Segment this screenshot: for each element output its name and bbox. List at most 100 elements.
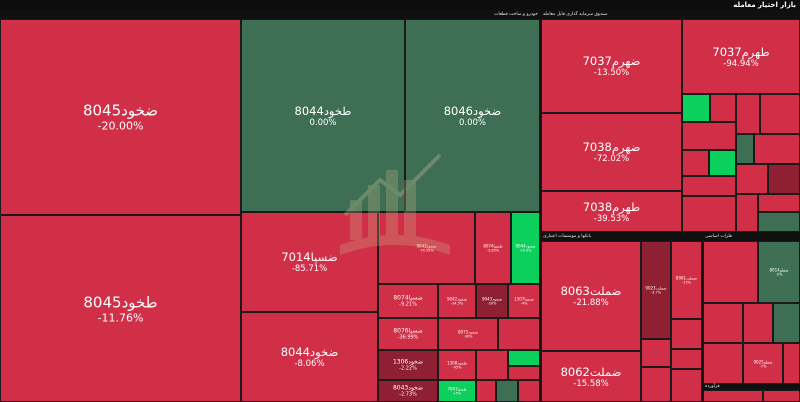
- cell-change: 0.00%: [458, 117, 486, 128]
- cell-symbol: ضملت8062: [560, 364, 622, 379]
- treemap-cell-small-b3[interactable]: [671, 349, 702, 369]
- treemap-cell-zsapa8074[interactable]: ضسپا8074 -9.21%: [378, 284, 438, 318]
- treemap-cell-small-f12[interactable]: [682, 176, 736, 196]
- treemap-cell-zkhod9044[interactable]: ضخود9044 +0.0%: [511, 212, 540, 284]
- treemap-cell-small-f5[interactable]: [682, 122, 736, 150]
- treemap-cell-tsapa8074[interactable]: طسپا8074 -3.85%: [475, 212, 511, 284]
- treemap-cell-zaflo9025[interactable]: ضفلو9025 -7%: [743, 343, 783, 384]
- treemap-cell-small-f2[interactable]: [710, 94, 736, 122]
- treemap-cell-zkhod8075[interactable]: ضخود8075 -30%: [438, 318, 498, 350]
- treemap-cell-small-f7[interactable]: [754, 134, 800, 164]
- treemap-cell-metal-6[interactable]: [783, 343, 800, 384]
- treemap-cell-small-b5[interactable]: [671, 369, 702, 402]
- treemap-cell-small-6[interactable]: [496, 380, 518, 402]
- treemap-cell-tahrom7038[interactable]: طهرم7038 -39.53%: [541, 191, 682, 232]
- treemap-cell-small-f9[interactable]: [709, 150, 736, 176]
- cell-symbol: طخود8044: [294, 103, 352, 118]
- treemap-cell-small-f1[interactable]: [682, 94, 710, 122]
- cell-change: +0.0%: [519, 248, 532, 253]
- cell-change: -34.5%: [450, 301, 464, 306]
- treemap-cell-small-5[interactable]: [476, 380, 496, 402]
- treemap-cell-zamelat8063[interactable]: ضملت8063 -21.88%: [541, 241, 641, 351]
- treemap-cell-zahrom7038[interactable]: ضهرم7038 -72.02%: [541, 113, 682, 191]
- treemap-cell-metal-5[interactable]: [703, 343, 743, 384]
- cell-symbol: ضخود1306: [392, 358, 424, 366]
- treemap-cell-zkhod9043[interactable]: ضخود9043 -70.59%: [378, 212, 475, 284]
- treemap-cell-zsapa7014[interactable]: ضسپا7014 -85.71%: [241, 212, 378, 312]
- treemap-cell-metal-2[interactable]: [703, 303, 743, 343]
- sector-insurance: فرآورده: [703, 384, 800, 402]
- sector-label-insurance: فرآورده: [705, 384, 720, 389]
- cell-change: -70.59%: [419, 248, 434, 253]
- treemap-cell-zkhod9043b[interactable]: ضخود9043 -20%: [476, 284, 508, 318]
- treemap-cell-small-b4[interactable]: [641, 367, 671, 402]
- treemap-cell-small-f8[interactable]: [682, 150, 709, 176]
- treemap-cell-zsapa8076[interactable]: ضسپا8076 -36.99%: [378, 318, 438, 350]
- treemap-cell-small-f10[interactable]: [736, 164, 768, 194]
- treemap-cell-small-f16[interactable]: [758, 212, 800, 232]
- cell-change: -15%: [681, 280, 692, 285]
- treemap-cell-small-2[interactable]: [476, 350, 508, 380]
- cell-symbol: طخود8045: [83, 293, 158, 311]
- treemap-cell-tkhod8045[interactable]: طخود8045 -11.76%: [0, 215, 241, 402]
- treemap-cell-ins-2[interactable]: [763, 390, 800, 402]
- cell-symbol: ضملت8063: [560, 284, 622, 298]
- treemap-cell-tkhod1308[interactable]: طخود1308 -45%: [438, 350, 476, 380]
- cell-change: -8.06%: [294, 359, 325, 369]
- treemap-cell-zkhod9042[interactable]: ضخود9042 -34.5%: [438, 284, 476, 318]
- sector-body-auto: ضخود8045 -20.00% طخود8045 -11.76% طخود8044…: [0, 19, 540, 402]
- treemap-cell-metal-4[interactable]: [773, 303, 800, 343]
- treemap-cell-small-f4[interactable]: [760, 94, 800, 134]
- treemap-cell-zkhod8046[interactable]: ضخود8046 0.00%: [405, 19, 540, 212]
- cell-change: -94.94%: [723, 58, 759, 69]
- treemap-cell-small-f13[interactable]: [682, 196, 736, 232]
- treemap-cell-small-3[interactable]: [508, 350, 540, 366]
- treemap-cell-small-f3[interactable]: [736, 94, 760, 134]
- treemap-cell-zamelat8062[interactable]: ضملت8062 -15.58%: [541, 351, 641, 402]
- cell-symbol: ضخود8075: [457, 329, 478, 335]
- cell-change: -11.76%: [97, 311, 144, 324]
- cell-symbol: طهرم7038: [582, 199, 641, 214]
- treemap-cell-tahrom7037[interactable]: طهرم7037 -94.94%: [682, 19, 800, 94]
- cell-symbol: ضخود8046: [443, 103, 502, 118]
- cell-symbol: ضسپا8074: [393, 294, 423, 302]
- sector-label-banks: بانکها و موسسات اعتباری: [543, 234, 592, 239]
- sector-auto: خودرو و ساخت قطعات ضخود8045 -20.00% طخود8…: [0, 10, 540, 402]
- treemap-cell-metal-3[interactable]: [743, 303, 773, 343]
- treemap-cell-zamelat9023[interactable]: ضملت9023 -3.7%: [641, 241, 671, 339]
- cell-symbol: ضخود8045: [82, 101, 159, 120]
- treemap-cell-tkhod8044[interactable]: طخود8044 0.00%: [241, 19, 405, 212]
- cell-symbol: طسپا8074: [483, 243, 503, 249]
- cell-change: -36.99%: [397, 334, 419, 341]
- treemap-cell-small-1[interactable]: [498, 318, 540, 350]
- treemap-cell-small-4[interactable]: [508, 366, 540, 380]
- cell-change: -20%: [487, 301, 497, 306]
- cell-change: -7%: [759, 364, 767, 368]
- treemap-cell-small-f6[interactable]: [736, 134, 754, 164]
- treemap-cell-small-f14[interactable]: [736, 194, 758, 232]
- treemap-cell-zkhod1306[interactable]: ضخود1306 -2.22%: [378, 350, 438, 380]
- app-title: بازار اختیار معامله: [733, 1, 796, 9]
- treemap-cell-small-f11[interactable]: [768, 164, 800, 194]
- cell-symbol: ضخود8044: [280, 345, 339, 359]
- treemap-cell-small-b1[interactable]: [671, 319, 702, 349]
- treemap-cell-small-7[interactable]: [518, 380, 540, 402]
- treemap-cell-small-b2[interactable]: [641, 339, 671, 367]
- cell-symbol: ضفلو8014: [769, 267, 789, 273]
- treemap-cell-zsapa1307[interactable]: ضسپا1307 -4%: [508, 284, 540, 318]
- treemap-cell-zaflo8014[interactable]: ضفلو8014 -5%: [758, 241, 800, 303]
- treemap-cell-small-f15[interactable]: [758, 194, 800, 212]
- treemap-cell-zkhod8043[interactable]: ضخود8043 -2.73%: [378, 380, 438, 402]
- cell-symbol: ضفلو9025: [753, 359, 773, 364]
- treemap-cell-zkhod8044[interactable]: ضخود8044 -8.06%: [241, 312, 378, 402]
- treemap-cell-tsapa7041[interactable]: طسپا7041 +5%: [438, 380, 476, 402]
- cell-symbol: ضسپا7014: [281, 250, 338, 264]
- treemap-cell-ins-1[interactable]: [703, 390, 763, 402]
- treemap-cell-zahrom7037[interactable]: ضهرم7037 -13.50%: [541, 19, 682, 113]
- cell-change: -4%: [520, 301, 528, 306]
- cell-change: -2.22%: [399, 365, 417, 372]
- treemap-cell-metal-1[interactable]: [703, 241, 758, 303]
- cell-change: -3.7%: [650, 290, 662, 295]
- treemap-cell-zamelat8061[interactable]: ضملت8061 -15%: [671, 241, 702, 319]
- treemap-cell-zkhod8045[interactable]: ضخود8045 -20.00%: [0, 19, 241, 215]
